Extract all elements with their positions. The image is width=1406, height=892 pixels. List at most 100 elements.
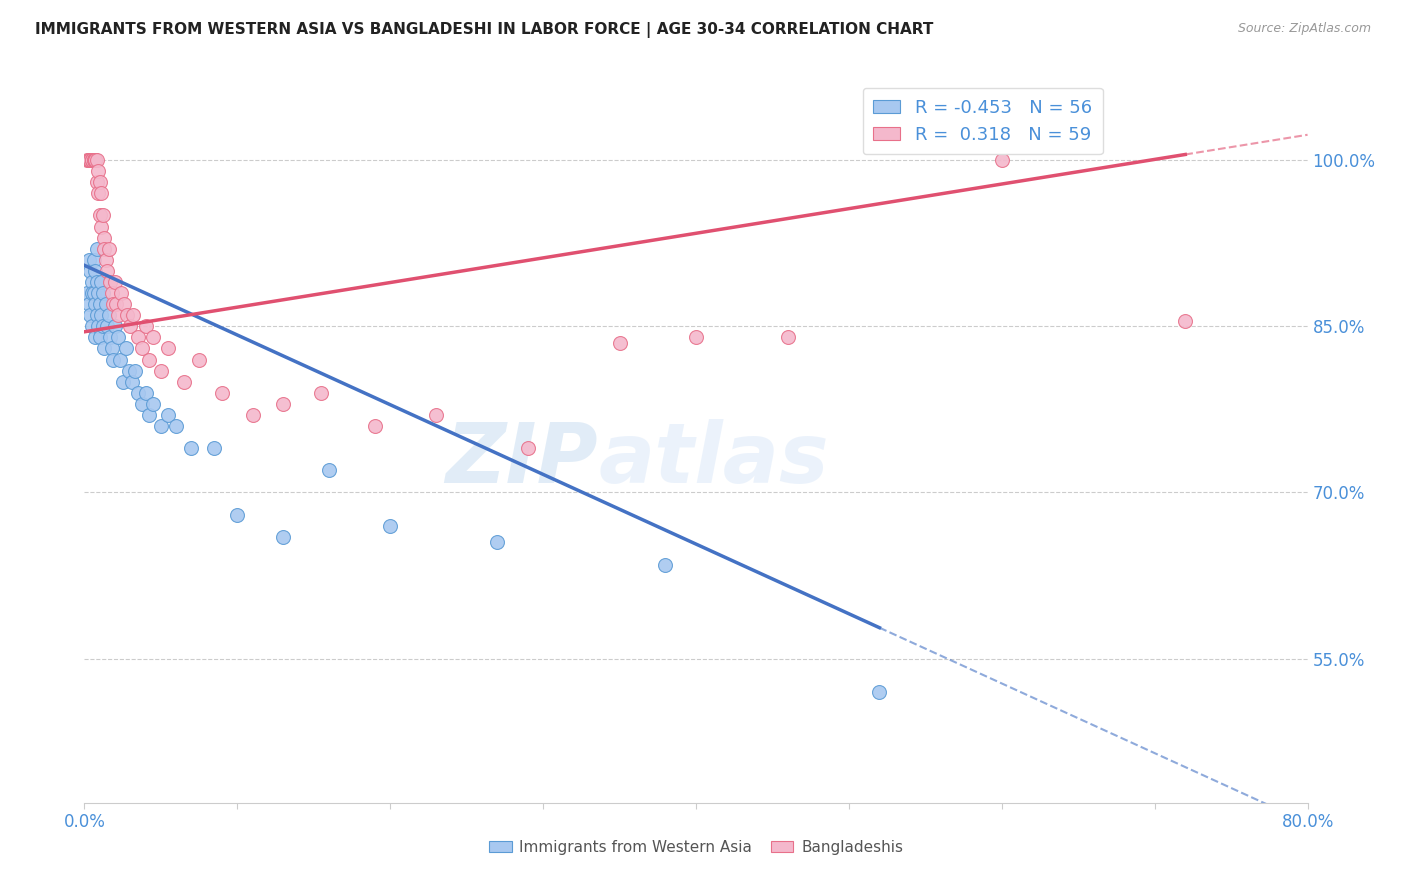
Point xyxy=(86,275,108,289)
Point xyxy=(84,264,107,278)
Point xyxy=(76,285,98,300)
Point xyxy=(165,419,187,434)
Point xyxy=(83,153,105,167)
Point xyxy=(84,153,107,167)
Point xyxy=(111,375,134,389)
Point xyxy=(87,186,110,201)
Point xyxy=(1174,314,1197,328)
Point xyxy=(86,175,108,189)
Point xyxy=(131,397,153,411)
Point xyxy=(516,441,538,455)
Point xyxy=(124,363,146,377)
Point xyxy=(89,330,111,344)
Point xyxy=(91,319,114,334)
Point xyxy=(364,419,387,434)
Point xyxy=(311,385,333,400)
Point xyxy=(318,463,340,477)
Point xyxy=(110,285,132,300)
Point xyxy=(131,342,153,356)
Point xyxy=(80,153,103,167)
Point xyxy=(149,419,172,434)
Point xyxy=(991,153,1014,167)
Point xyxy=(90,308,112,322)
Point xyxy=(127,385,149,400)
Point xyxy=(157,408,180,422)
Point xyxy=(135,319,157,334)
Point xyxy=(103,297,125,311)
Point xyxy=(425,408,447,422)
Point xyxy=(122,308,145,322)
Text: Source: ZipAtlas.com: Source: ZipAtlas.com xyxy=(1237,22,1371,36)
Point xyxy=(108,352,131,367)
Point xyxy=(93,242,115,256)
Point xyxy=(80,153,103,167)
Point xyxy=(98,330,121,344)
Point xyxy=(77,153,100,167)
Point xyxy=(86,242,108,256)
Point xyxy=(96,319,118,334)
Text: atlas: atlas xyxy=(598,418,828,500)
Point xyxy=(120,319,142,334)
Point xyxy=(107,330,129,344)
Point xyxy=(87,319,110,334)
Point xyxy=(654,558,676,572)
Text: ZIP: ZIP xyxy=(446,418,598,500)
Point xyxy=(93,230,115,244)
Point xyxy=(149,363,172,377)
Point xyxy=(180,441,202,455)
Point xyxy=(107,308,129,322)
Point xyxy=(80,285,103,300)
Point xyxy=(115,308,138,322)
Point xyxy=(80,153,103,167)
Point xyxy=(103,352,125,367)
Point xyxy=(118,363,141,377)
Point xyxy=(609,335,631,350)
Point xyxy=(77,153,100,167)
Point xyxy=(79,153,101,167)
Point xyxy=(80,275,103,289)
Point xyxy=(105,297,128,311)
Point xyxy=(271,530,294,544)
Point xyxy=(486,535,509,549)
Point xyxy=(83,153,105,167)
Point xyxy=(83,285,105,300)
Point xyxy=(91,285,114,300)
Point xyxy=(93,342,115,356)
Point xyxy=(86,153,108,167)
Point xyxy=(96,264,118,278)
Point xyxy=(91,209,114,223)
Point xyxy=(84,153,107,167)
Point xyxy=(380,518,402,533)
Point xyxy=(97,242,120,256)
Point xyxy=(226,508,249,522)
Point xyxy=(114,342,136,356)
Point xyxy=(211,385,233,400)
Point xyxy=(142,330,165,344)
Point xyxy=(89,209,111,223)
Point xyxy=(90,219,112,234)
Point xyxy=(89,297,111,311)
Point xyxy=(869,685,891,699)
Point xyxy=(97,308,120,322)
Point xyxy=(90,186,112,201)
Point xyxy=(79,308,101,322)
Point xyxy=(157,342,180,356)
Point xyxy=(87,285,110,300)
Point xyxy=(685,330,707,344)
Legend: Immigrants from Western Asia, Bangladeshis: Immigrants from Western Asia, Bangladesh… xyxy=(482,834,910,861)
Point xyxy=(84,153,107,167)
Point xyxy=(112,297,135,311)
Point xyxy=(202,441,225,455)
Point xyxy=(138,408,160,422)
Point xyxy=(101,285,124,300)
Point xyxy=(188,352,211,367)
Point xyxy=(89,175,111,189)
Point xyxy=(242,408,264,422)
Point xyxy=(121,375,143,389)
Point xyxy=(77,252,100,267)
Point xyxy=(84,297,107,311)
Point xyxy=(87,164,110,178)
Point xyxy=(90,275,112,289)
Point xyxy=(138,352,160,367)
Point xyxy=(77,297,100,311)
